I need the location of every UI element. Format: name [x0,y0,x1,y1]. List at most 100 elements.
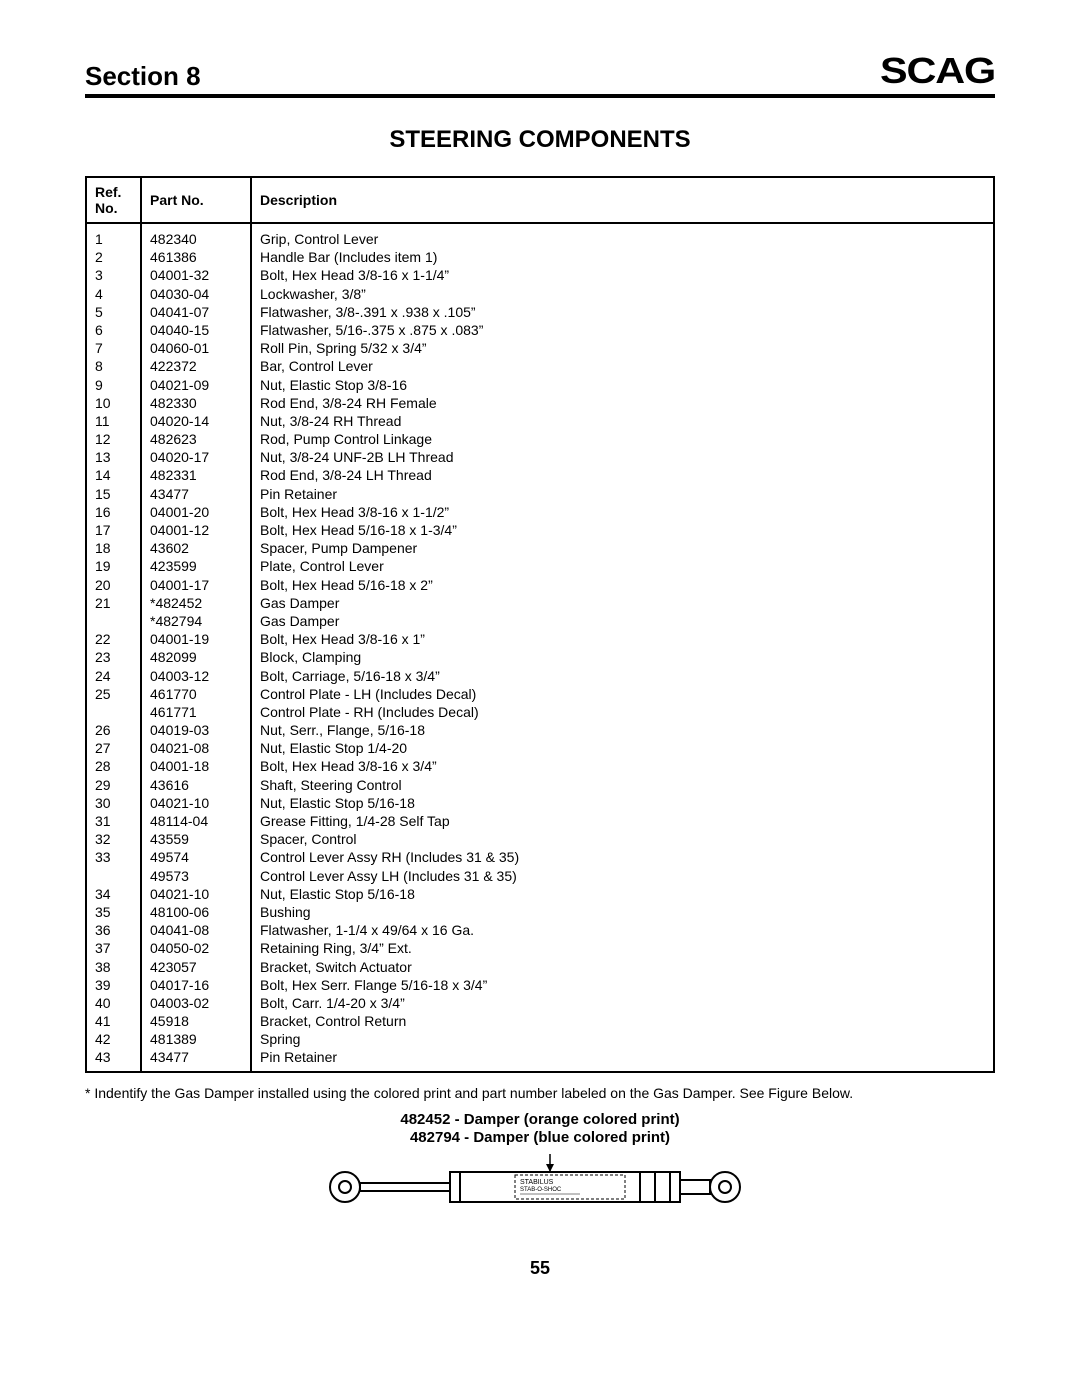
table-row: 461771Control Plate - RH (Includes Decal… [86,703,994,721]
cell-ref: 18 [86,539,141,557]
table-row: 1604001-20Bolt, Hex Head 3/8-16 x 1-1/2” [86,503,994,521]
cell-ref: 10 [86,394,141,412]
cell-part: 43559 [141,830,251,848]
col-desc: Description [251,177,994,223]
cell-part: 43477 [141,1048,251,1071]
cell-ref: 31 [86,812,141,830]
cell-part: 43616 [141,776,251,794]
cell-desc: Gas Damper [251,594,994,612]
cell-desc: Bolt, Hex Head 5/16-18 x 1-3/4” [251,521,994,539]
damper-tag-line2: STAB-O-SHOC [520,1187,562,1193]
cell-ref: 20 [86,576,141,594]
cell-ref: 11 [86,412,141,430]
cell-ref: 38 [86,958,141,976]
table-row: 904021-09Nut, Elastic Stop 3/8-16 [86,376,994,394]
cell-desc: Rod End, 3/8-24 RH Female [251,394,994,412]
cell-desc: Spacer, Control [251,830,994,848]
table-row: 3243559Spacer, Control [86,830,994,848]
cell-desc: Nut, Elastic Stop 3/8-16 [251,376,994,394]
cell-ref: 1 [86,223,141,248]
damper-figure: 482452 - Damper (orange colored print) 4… [85,1111,995,1223]
cell-desc: Rod, Pump Control Linkage [251,430,994,448]
cell-desc: Bolt, Carr. 1/4-20 x 3/4” [251,994,994,1012]
table-row: 3004021-10Nut, Elastic Stop 5/16-18 [86,794,994,812]
table-row: 3604041-08Flatwasher, 1-1/4 x 49/64 x 16… [86,921,994,939]
cell-part: 482330 [141,394,251,412]
table-row: 1104020-14Nut, 3/8-24 RH Thread [86,412,994,430]
table-row: 23482099Block, Clamping [86,648,994,666]
cell-part: 04021-09 [141,376,251,394]
table-row: 3904017-16Bolt, Hex Serr. Flange 5/16-18… [86,976,994,994]
table-row: 2804001-18Bolt, Hex Head 3/8-16 x 3/4” [86,757,994,775]
cell-desc: Control Plate - RH (Includes Decal) [251,703,994,721]
page: Section 8 SCAG STEERING COMPONENTS Ref. … [0,0,1080,1319]
cell-desc: Retaining Ring, 3/4” Ext. [251,939,994,957]
table-row: 42481389Spring [86,1030,994,1048]
cell-ref: 42 [86,1030,141,1048]
cell-desc: Bolt, Hex Head 3/8-16 x 1-1/2” [251,503,994,521]
header: Section 8 SCAG [85,50,995,98]
cell-part: 04021-08 [141,739,251,757]
table-row: 1482340Grip, Control Lever [86,223,994,248]
cell-part: 48100-06 [141,903,251,921]
cell-ref: 36 [86,921,141,939]
cell-ref: 21 [86,594,141,612]
cell-ref: 25 [86,685,141,703]
cell-part: 04030-04 [141,285,251,303]
damper-tag-line1: STABILUS [520,1179,554,1186]
cell-desc: Control Lever Assy LH (Includes 31 & 35) [251,867,994,885]
table-row: 2004001-17Bolt, Hex Head 5/16-18 x 2” [86,576,994,594]
cell-ref: 17 [86,521,141,539]
cell-ref: 35 [86,903,141,921]
table-row: 304001-32Bolt, Hex Head 3/8-16 x 1-1/4” [86,266,994,284]
cell-ref: 14 [86,466,141,484]
cell-part: 04001-20 [141,503,251,521]
cell-ref: 23 [86,648,141,666]
table-row: 2404003-12Bolt, Carriage, 5/16-18 x 3/4” [86,667,994,685]
cell-ref: 4 [86,285,141,303]
cell-ref: 3 [86,266,141,284]
table-row: 3148114-04Grease Fitting, 1/4-28 Self Ta… [86,812,994,830]
cell-part: 04001-17 [141,576,251,594]
cell-ref: 29 [86,776,141,794]
page-title: STEERING COMPONENTS [85,126,995,154]
table-row: 704060-01Roll Pin, Spring 5/32 x 3/4” [86,339,994,357]
cell-desc: Lockwasher, 3/8” [251,285,994,303]
cell-desc: Bracket, Control Return [251,1012,994,1030]
cell-part: 482099 [141,648,251,666]
cell-ref: 5 [86,303,141,321]
cell-desc: Bolt, Hex Head 3/8-16 x 1” [251,630,994,648]
table-row: 14482331Rod End, 3/8-24 LH Thread [86,466,994,484]
cell-ref: 37 [86,939,141,957]
cell-part: 482331 [141,466,251,484]
cell-part: 04001-18 [141,757,251,775]
cell-desc: Nut, Elastic Stop 1/4-20 [251,739,994,757]
cell-ref: 24 [86,667,141,685]
cell-part: 43477 [141,485,251,503]
cell-part: 49573 [141,867,251,885]
table-row: 2204001-19Bolt, Hex Head 3/8-16 x 1” [86,630,994,648]
table-row: 2604019-03Nut, Serr., Flange, 5/16-18 [86,721,994,739]
table-row: 2461386Handle Bar (Includes item 1) [86,248,994,266]
cell-part: 422372 [141,357,251,375]
cell-ref: 39 [86,976,141,994]
cell-part: 04003-12 [141,667,251,685]
table-row: 3704050-02Retaining Ring, 3/4” Ext. [86,939,994,957]
cell-ref: 41 [86,1012,141,1030]
cell-desc: Block, Clamping [251,648,994,666]
cell-desc: Bolt, Hex Serr. Flange 5/16-18 x 3/4” [251,976,994,994]
cell-desc: Bolt, Hex Head 5/16-18 x 2” [251,576,994,594]
table-row: 19423599Plate, Control Lever [86,557,994,575]
cell-part: 482623 [141,430,251,448]
cell-part: 04021-10 [141,885,251,903]
cell-ref: 30 [86,794,141,812]
cell-ref [86,703,141,721]
footnote: * Indentify the Gas Damper installed usi… [85,1085,995,1101]
cell-desc: Gas Damper [251,612,994,630]
cell-ref: 13 [86,448,141,466]
cell-desc: Bolt, Carriage, 5/16-18 x 3/4” [251,667,994,685]
col-part: Part No. [141,177,251,223]
cell-part: 423599 [141,557,251,575]
cell-ref: 7 [86,339,141,357]
cell-ref [86,867,141,885]
